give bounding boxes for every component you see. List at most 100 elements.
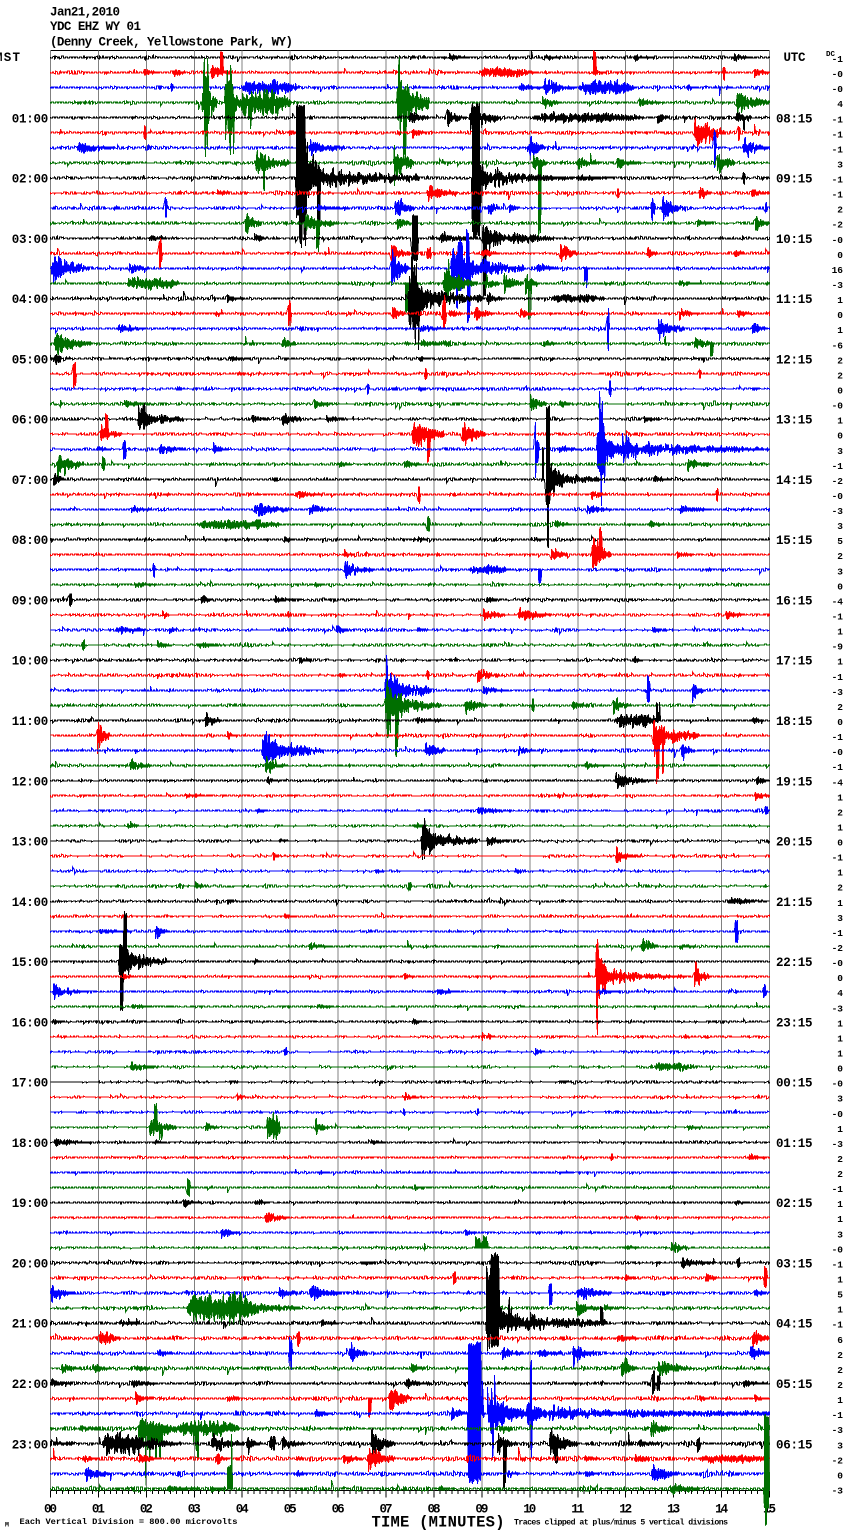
svg-text:03: 03: [188, 1502, 201, 1516]
svg-text:1: 1: [837, 627, 843, 638]
svg-text:23:00: 23:00: [12, 1438, 49, 1452]
svg-text:Jan21,2010: Jan21,2010: [50, 6, 120, 20]
svg-text:-0: -0: [832, 401, 844, 412]
svg-text:13:00: 13:00: [12, 836, 49, 850]
svg-text:-0: -0: [832, 1244, 844, 1255]
svg-text:-3: -3: [832, 1425, 844, 1436]
svg-text:13: 13: [667, 1502, 680, 1516]
svg-text:09: 09: [475, 1502, 488, 1516]
svg-text:-1: -1: [832, 129, 844, 140]
svg-text:M: M: [5, 1522, 9, 1529]
svg-text:0: 0: [837, 973, 843, 984]
svg-text:-0: -0: [832, 958, 844, 969]
svg-text:23:15: 23:15: [776, 1016, 813, 1030]
svg-text:-1: -1: [832, 461, 844, 472]
svg-text:2: 2: [837, 1380, 843, 1391]
svg-text:-3: -3: [832, 506, 844, 517]
svg-text:18:00: 18:00: [12, 1137, 49, 1151]
svg-text:2: 2: [837, 370, 843, 381]
svg-text:1: 1: [837, 823, 843, 834]
svg-text:0: 0: [837, 250, 843, 261]
svg-text:-1: -1: [832, 1410, 844, 1421]
svg-text:08:15: 08:15: [776, 112, 813, 126]
svg-text:-1: -1: [832, 144, 844, 155]
svg-text:0: 0: [837, 431, 843, 442]
svg-text:1: 1: [837, 1199, 843, 1210]
svg-text:22:15: 22:15: [776, 956, 813, 970]
svg-text:00: 00: [44, 1502, 57, 1516]
svg-text:2: 2: [837, 205, 843, 216]
svg-text:01: 01: [92, 1502, 105, 1516]
svg-text:MST: MST: [0, 51, 20, 65]
svg-text:-0: -0: [832, 235, 844, 246]
svg-text:-3: -3: [832, 1486, 844, 1497]
svg-text:06:00: 06:00: [12, 414, 49, 428]
svg-text:3: 3: [837, 1094, 843, 1105]
svg-text:07:00: 07:00: [12, 474, 49, 488]
svg-text:06: 06: [332, 1502, 345, 1516]
svg-text:-1: -1: [832, 612, 844, 623]
svg-text:UTC: UTC: [784, 51, 806, 65]
svg-text:4: 4: [837, 99, 843, 110]
svg-text:1: 1: [837, 1214, 843, 1225]
svg-text:05:15: 05:15: [776, 1378, 813, 1392]
svg-text:02:00: 02:00: [12, 173, 49, 187]
svg-text:02:15: 02:15: [776, 1197, 813, 1211]
svg-text:(Denny Creek, Yellowstone Park: (Denny Creek, Yellowstone Park, WY): [50, 36, 293, 50]
svg-text:2: 2: [837, 702, 843, 713]
svg-text:0: 0: [837, 1064, 843, 1075]
svg-text:01:00: 01:00: [12, 112, 49, 126]
svg-text:09:15: 09:15: [776, 173, 813, 187]
svg-text:11:15: 11:15: [776, 293, 813, 307]
svg-text:-1: -1: [832, 1184, 844, 1195]
svg-text:2: 2: [837, 1169, 843, 1180]
svg-text:05:00: 05:00: [12, 353, 49, 367]
svg-text:0: 0: [837, 386, 843, 397]
svg-text:-0: -0: [832, 1109, 844, 1120]
svg-text:20:15: 20:15: [776, 836, 813, 850]
svg-text:-2: -2: [832, 1455, 844, 1466]
svg-text:0: 0: [837, 838, 843, 849]
svg-text:12:15: 12:15: [776, 353, 813, 367]
svg-text:-1: -1: [832, 1259, 844, 1270]
svg-text:Traces clipped at plus/minus 5: Traces clipped at plus/minus 5 vertical …: [514, 1518, 728, 1528]
svg-text:0: 0: [837, 1470, 843, 1481]
svg-text:17:00: 17:00: [12, 1077, 49, 1091]
svg-text:5: 5: [837, 536, 843, 547]
svg-text:3: 3: [837, 913, 843, 924]
svg-text:15:15: 15:15: [776, 534, 813, 548]
svg-text:09:00: 09:00: [12, 594, 49, 608]
svg-text:19:15: 19:15: [776, 775, 813, 789]
svg-text:-1: -1: [832, 114, 844, 125]
svg-text:15:00: 15:00: [12, 956, 49, 970]
svg-text:2: 2: [837, 355, 843, 366]
svg-text:-1: -1: [832, 928, 844, 939]
svg-text:00:15: 00:15: [776, 1077, 813, 1091]
svg-text:3: 3: [837, 566, 843, 577]
svg-text:1: 1: [837, 1018, 843, 1029]
svg-text:03:00: 03:00: [12, 233, 49, 247]
svg-text:1: 1: [837, 1395, 843, 1406]
svg-text:04:15: 04:15: [776, 1318, 813, 1332]
svg-text:3: 3: [837, 521, 843, 532]
svg-text:1: 1: [837, 792, 843, 803]
svg-text:DC: DC: [826, 51, 835, 59]
svg-text:-0: -0: [832, 1079, 844, 1090]
svg-text:-2: -2: [832, 476, 844, 487]
svg-text:2: 2: [837, 1350, 843, 1361]
svg-text:-4: -4: [832, 596, 844, 607]
svg-text:14:00: 14:00: [12, 896, 49, 910]
svg-text:0: 0: [837, 581, 843, 592]
svg-text:2: 2: [837, 1365, 843, 1376]
svg-text:22:00: 22:00: [12, 1378, 49, 1392]
svg-text:01:15: 01:15: [776, 1137, 813, 1151]
svg-text:-3: -3: [832, 1139, 844, 1150]
svg-text:-1: -1: [832, 732, 844, 743]
svg-text:-2: -2: [832, 220, 844, 231]
svg-text:3: 3: [837, 1440, 843, 1451]
svg-text:19:00: 19:00: [12, 1197, 49, 1211]
svg-text:1: 1: [837, 1049, 843, 1060]
svg-text:0: 0: [837, 717, 843, 728]
svg-text:16:15: 16:15: [776, 594, 813, 608]
svg-text:1: 1: [837, 898, 843, 909]
